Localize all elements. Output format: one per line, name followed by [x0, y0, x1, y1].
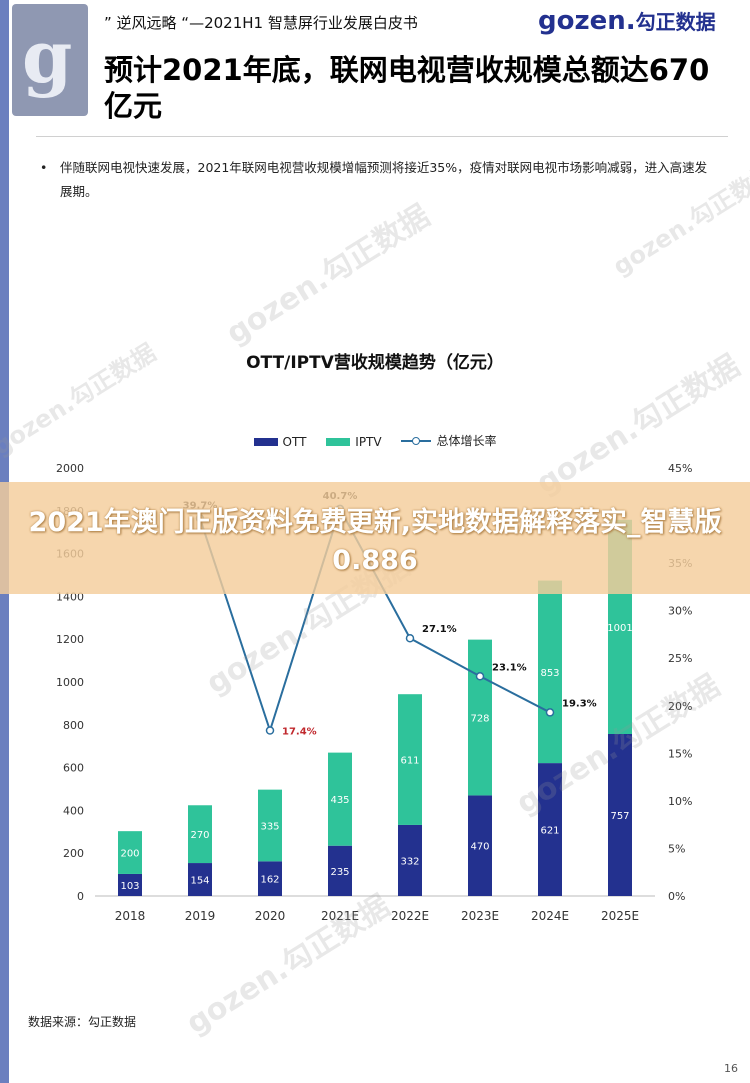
page-number: 16 [724, 1062, 738, 1075]
iptv-bar [328, 752, 352, 846]
iptv-value-label: 435 [330, 795, 349, 806]
chart-legend: OTT IPTV 总体增长率 [0, 432, 750, 449]
legend-ott-swatch [253, 437, 278, 446]
bullet-text: 伴随联网电视快速发展，2021年联网电视营收规模增幅预测将接近35%，疫情对联网… [60, 160, 708, 199]
bullet-point: • 伴随联网电视快速发展，2021年联网电视营收规模增幅预测将接近35%，疫情对… [40, 156, 710, 204]
x-tick-label: 2018 [115, 909, 146, 923]
ott-bar [188, 863, 212, 896]
brand-en: gozen. [538, 6, 636, 36]
y2-tick-label: 5% [668, 842, 685, 855]
brand-cn: 勾正数据 [635, 10, 716, 34]
ott-value-label: 470 [470, 842, 489, 853]
legend-growth-label: 总体增长率 [436, 434, 497, 448]
iptv-value-label: 335 [260, 821, 279, 832]
iptv-value-label: 853 [540, 668, 559, 679]
iptv-bar [118, 831, 142, 874]
y2-tick-label: 25% [668, 652, 692, 665]
iptv-value-label: 270 [190, 830, 209, 841]
ott-bar [468, 795, 492, 896]
growth-rate-point [405, 633, 415, 643]
chart-title: OTT/IPTV营收规模趋势（亿元） [246, 353, 504, 373]
ott-bar [538, 763, 562, 896]
bullet-icon: • [40, 160, 48, 175]
iptv-bar [188, 805, 212, 864]
data-source: 数据来源：勾正数据 [28, 1015, 137, 1029]
y2-tick-label: 30% [668, 605, 692, 618]
iptv-bar [258, 789, 282, 862]
overlay-banner [0, 482, 750, 594]
watermark: gozen.勾正数据 [220, 198, 437, 352]
growth-rate-label: 19.3% [562, 698, 597, 709]
x-tick-label: 2024E [531, 909, 569, 923]
x-tick-label: 2021E [321, 909, 359, 923]
ott-bar [258, 861, 282, 896]
ott-bar [608, 734, 632, 896]
iptv-value-label: 611 [400, 756, 419, 767]
ott-value-label: 162 [260, 875, 279, 886]
y2-tick-label: 10% [668, 795, 692, 808]
ott-value-label: 103 [120, 881, 139, 892]
growth-rate-point [265, 726, 275, 735]
ott-bar [328, 845, 352, 896]
legend-item-iptv: IPTV [326, 434, 382, 449]
x-tick-label: 2020 [255, 909, 286, 923]
overlay-banner-text: 2021年澳门正版资料免费更新,实地数据解释落实_智慧版0.886 [28, 507, 722, 576]
gozen-logo-icon: g [12, 4, 88, 116]
y-tick-label: 200 [63, 847, 84, 860]
growth-rate-point [475, 672, 485, 681]
y-tick-label: 400 [63, 804, 84, 817]
x-tick-label: 2022E [391, 909, 429, 923]
ott-value-label: 757 [610, 811, 629, 822]
growth-rate-label: 23.1% [492, 662, 527, 673]
y2-tick-label: 20% [668, 700, 692, 713]
y2-tick-label: 15% [668, 747, 692, 760]
iptv-value-label: 728 [470, 714, 489, 725]
divider [36, 136, 728, 137]
legend-item-growth: 总体增长率 [401, 432, 496, 449]
y-tick-label: 800 [63, 719, 84, 732]
iptv-bar [398, 694, 422, 825]
legend-ott-label: OTT [282, 434, 307, 449]
y2-tick-label: 45% [668, 462, 692, 475]
ott-value-label: 235 [330, 867, 349, 878]
x-tick-label: 2025E [601, 909, 639, 923]
growth-rate-point [545, 708, 555, 717]
y-tick-label: 1200 [56, 633, 84, 646]
growth-rate-label: 27.1% [422, 624, 457, 635]
x-tick-label: 2019 [185, 909, 216, 923]
ott-bar [118, 873, 142, 896]
ott-bar [398, 824, 422, 896]
iptv-bar [538, 580, 562, 764]
legend-iptv-label: IPTV [355, 434, 382, 449]
report-title: ” 逆风远略 “—2021H1 智慧屏行业发展白皮书 [104, 14, 418, 32]
legend-iptv-swatch [326, 437, 351, 446]
y-tick-label: 2000 [56, 462, 84, 475]
ott-value-label: 621 [540, 826, 559, 837]
brand-logo: gozen.勾正数据 [538, 6, 716, 36]
legend-growth-swatch [401, 436, 432, 446]
y-tick-label: 600 [63, 762, 84, 775]
ott-value-label: 332 [400, 856, 419, 867]
iptv-value-label: 1001 [607, 623, 632, 634]
y-tick-label: 1000 [56, 676, 84, 689]
growth-rate-label: 17.4% [282, 727, 317, 738]
iptv-value-label: 200 [120, 849, 139, 860]
ott-value-label: 154 [190, 876, 209, 887]
legend-item-ott: OTT [253, 434, 307, 449]
page-heading: 预计2021年底，联网电视营收规模总额达670亿元 [104, 53, 710, 123]
y2-tick-label: 0% [668, 890, 685, 903]
y-tick-label: 0 [77, 890, 84, 903]
x-tick-label: 2023E [461, 909, 499, 923]
iptv-bar [468, 639, 492, 796]
